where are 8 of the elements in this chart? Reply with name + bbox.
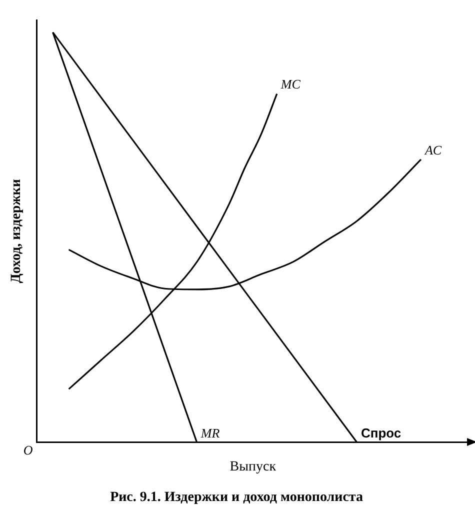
text: Рис. 9.1. Издержки и доход монополиста xyxy=(110,490,363,506)
y-axis-title: Доход, издержки xyxy=(9,179,24,284)
series-label: MC xyxy=(280,76,301,92)
x-axis-title: Выпуск xyxy=(230,459,276,474)
series-label: Спрос xyxy=(360,425,402,440)
text: O xyxy=(23,442,34,458)
series-label: MR xyxy=(200,425,220,440)
series-label: AC xyxy=(424,142,442,158)
